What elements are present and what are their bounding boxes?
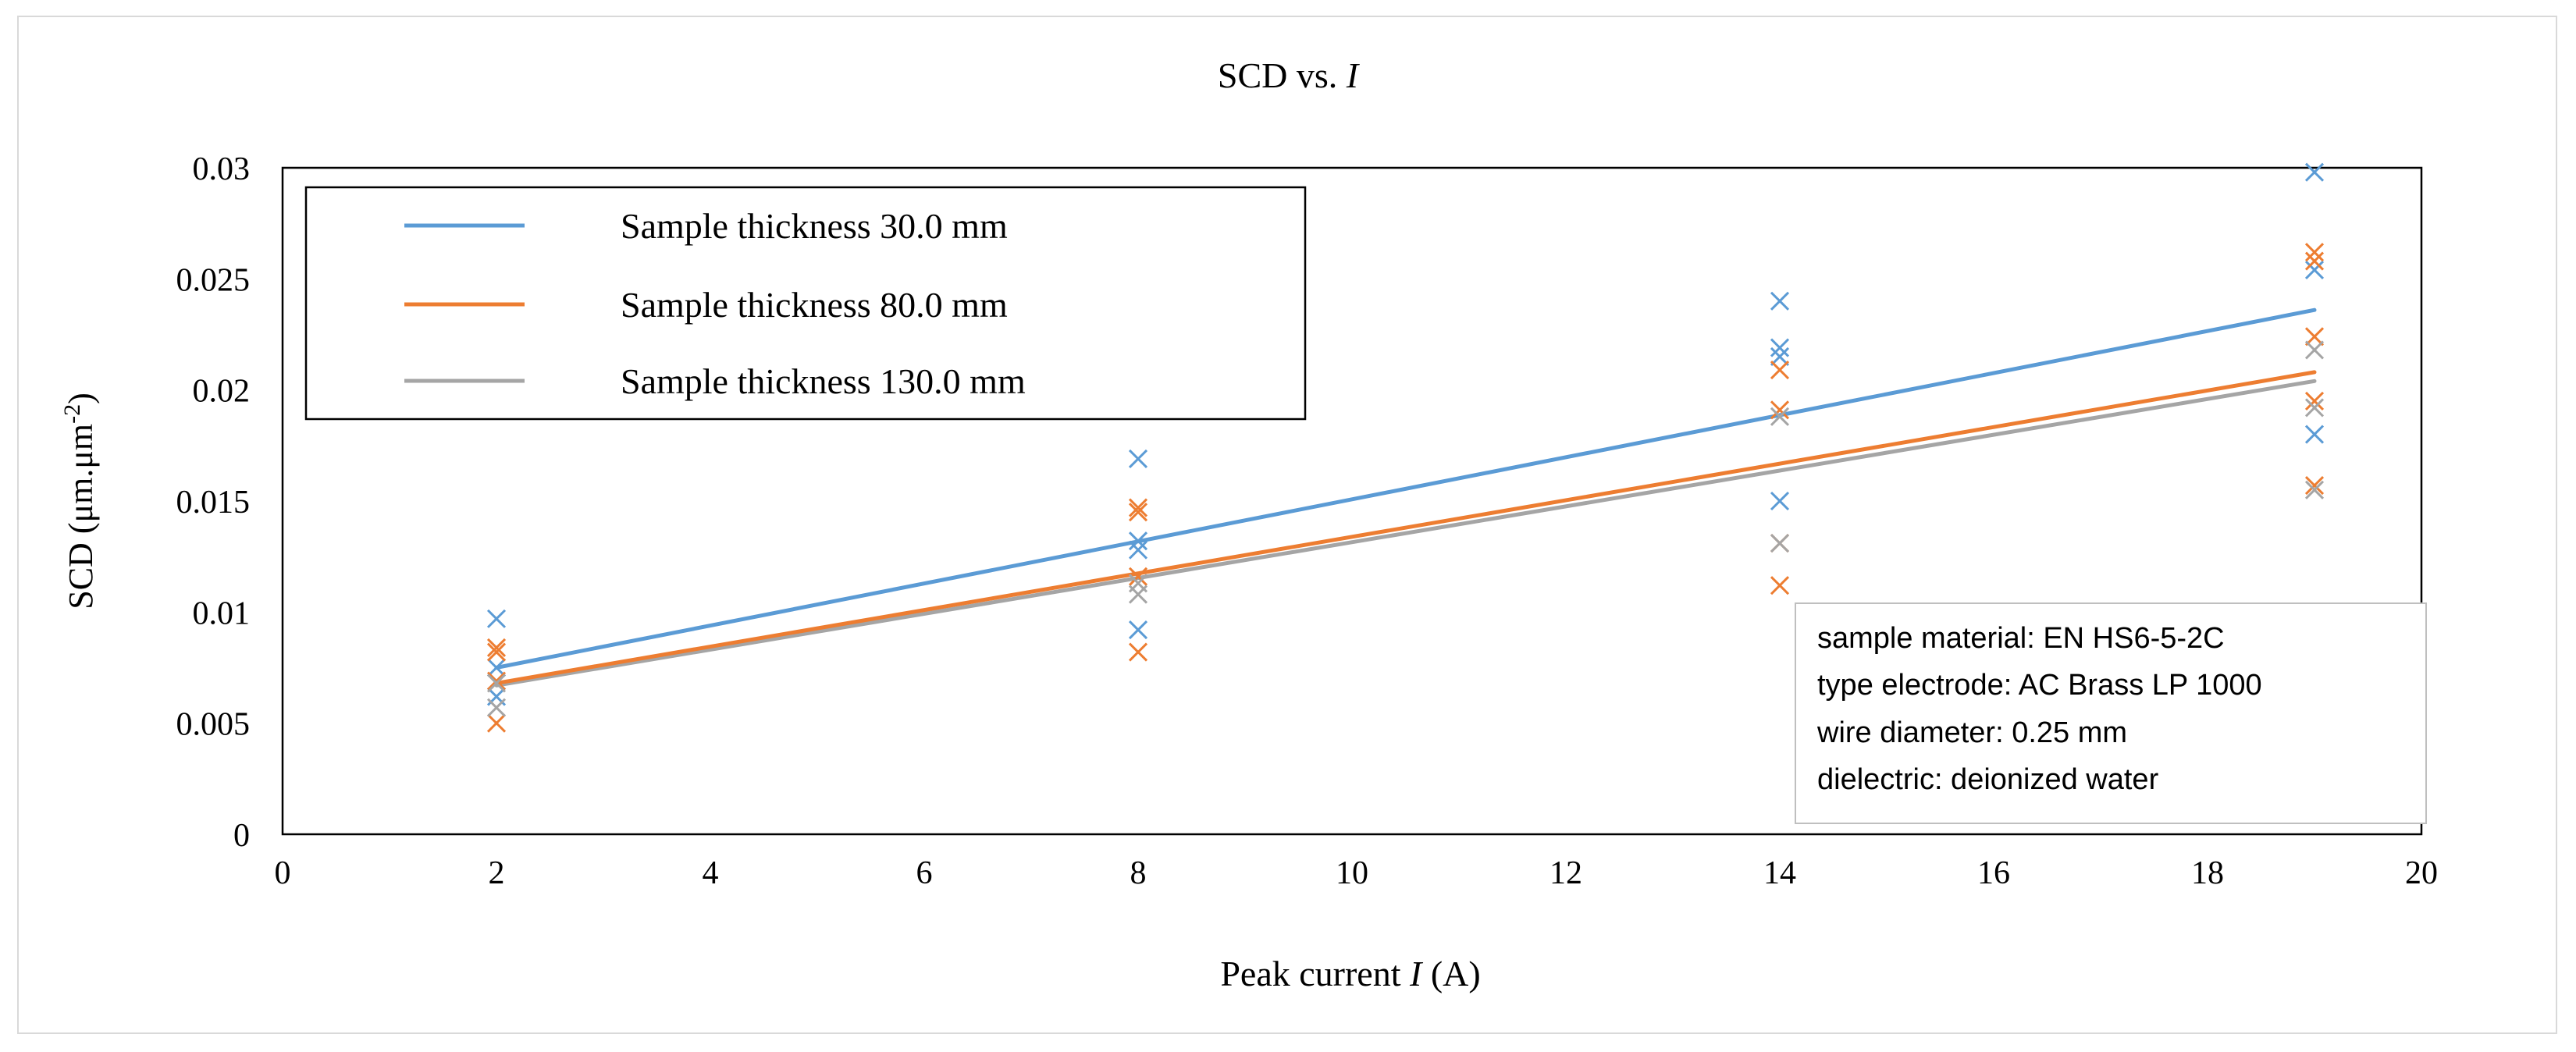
y-tick-labels: 0 0.005 0.01 0.015 0.02 0.025 0.03 [176,151,251,854]
data-point-series-2 [1770,576,1790,595]
data-point-series-2 [1128,498,1148,517]
y-tick-label: 0.01 [193,595,251,631]
data-point-series-1 [1128,540,1148,560]
legend-label-series-3: Sample thickness 130.0 mm [621,361,1026,401]
data-point-series-2 [1128,503,1148,522]
annotation-line-4: dielectric: deionized water [1817,763,2159,796]
data-point-series-1 [2304,162,2325,182]
data-point-series-2 [486,671,507,691]
y-tick-label: 0.005 [176,707,251,743]
data-point-series-2 [2304,251,2325,271]
x-tick-label: 16 [1977,855,2010,891]
x-tick-labels: 0 2 4 6 8 10 12 14 16 18 20 [275,855,2439,891]
annotation-line-1: sample material: EN HS6-5-2C [1817,622,2225,655]
data-point-series-2 [2304,476,2325,496]
data-point-series-3 [486,673,507,693]
x-tick-label: 10 [1336,855,1368,891]
data-point-series-1 [1770,491,1790,511]
data-point-series-2 [1128,567,1148,586]
data-point-series-1 [486,609,507,628]
x-tick-label: 12 [1550,855,1582,891]
data-point-series-1 [1770,347,1790,367]
legend: Sample thickness 30.0 mm Sample thickness… [304,186,1307,421]
data-point-series-2 [1128,642,1148,662]
x-tick-label: 6 [916,855,933,891]
x-tick-label: 2 [489,855,505,891]
data-markers [486,162,2325,733]
trendlines [494,307,2317,688]
data-point-series-1 [2304,425,2325,444]
x-tick-label: 8 [1130,855,1147,891]
data-point-series-2 [2304,243,2325,262]
data-point-series-2 [2304,327,2325,347]
data-point-series-1 [486,658,507,677]
x-tick-label: 20 [2405,855,2438,891]
y-axis-label: SCD (μm.μm-2) [59,393,100,610]
data-point-series-1 [2304,260,2325,280]
data-point-series-1 [1128,449,1148,468]
y-tick-label: 0.015 [176,485,251,521]
data-point-series-1 [1770,291,1790,311]
trendline-series-2 [494,370,2317,685]
annotation-line-2: type electrode: AC Brass LP 1000 [1817,669,2262,702]
chart-title: SCD vs. I [1218,55,1361,95]
data-point-series-3 [2304,340,2325,360]
data-point-series-3 [1770,407,1790,426]
data-point-series-2 [1770,400,1790,420]
y-tick-label: 0.03 [193,151,251,187]
data-point-series-2 [486,642,507,662]
trendline-series-3 [494,379,2317,688]
y-tick-label: 0 [233,818,250,854]
x-tick-label: 18 [2191,855,2224,891]
legend-label-series-1: Sample thickness 30.0 mm [621,206,1008,246]
y-tick-label: 0.025 [176,262,251,298]
x-tick-label: 0 [275,855,291,891]
data-point-series-3 [2304,398,2325,418]
x-tick-label: 4 [703,855,719,891]
data-point-series-3 [1770,534,1790,553]
data-point-series-3 [486,698,507,717]
data-point-series-2 [486,638,507,657]
x-tick-label: 14 [1763,855,1796,891]
data-point-series-2 [1770,360,1790,380]
data-point-series-3 [1128,585,1148,604]
legend-label-series-2: Sample thickness 80.0 mm [621,285,1008,325]
data-point-series-1 [1128,620,1148,640]
trendline-series-1 [494,307,2317,670]
annotation-box [1795,602,2427,824]
data-point-series-1 [1128,531,1148,551]
annotation-line-3: wire diameter: 0.25 mm [1816,716,2127,749]
annotation: sample material: EN HS6-5-2C type electr… [1795,602,2427,824]
y-tick-label: 0.02 [193,374,251,410]
data-point-series-1 [1770,338,1790,357]
data-point-series-2 [486,713,507,733]
data-point-series-2 [2304,391,2325,410]
data-point-series-3 [2304,480,2325,499]
x-axis-label: Peak current I (A) [1220,954,1480,993]
